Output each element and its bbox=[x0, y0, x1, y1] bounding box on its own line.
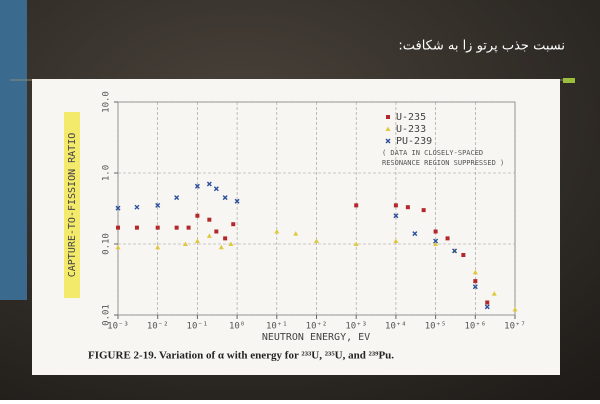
x-tick-label: 10⁺¹ bbox=[266, 322, 288, 332]
point bbox=[484, 304, 490, 310]
point bbox=[134, 225, 139, 230]
plot: 10⁻³ 10⁻² 10⁻¹ 10⁰ 10⁺¹ 10⁺² 10⁺³ 10⁺⁴ 10⁺⁵ 10⁺⁶ 1… bbox=[102, 91, 526, 331]
point bbox=[207, 217, 212, 222]
x-tick-label: 10⁰ bbox=[229, 322, 245, 332]
point bbox=[461, 252, 466, 257]
point bbox=[182, 241, 188, 246]
point bbox=[452, 248, 458, 254]
highlight bbox=[64, 112, 80, 298]
legend-marker bbox=[385, 126, 391, 131]
point bbox=[228, 241, 234, 246]
y-tick-label: 0.01 bbox=[102, 304, 112, 326]
point bbox=[405, 205, 410, 210]
point bbox=[223, 236, 228, 241]
point bbox=[174, 225, 179, 230]
point bbox=[195, 213, 200, 218]
point bbox=[393, 203, 398, 208]
point bbox=[115, 205, 121, 211]
legend-label: U-233 bbox=[396, 124, 426, 135]
point bbox=[354, 203, 359, 208]
point bbox=[433, 241, 439, 246]
point bbox=[194, 238, 200, 244]
point bbox=[206, 233, 212, 238]
point bbox=[213, 186, 219, 192]
point bbox=[433, 229, 438, 234]
x-tick-label: 10⁻² bbox=[147, 322, 169, 332]
y-tick-label: 0.10 bbox=[102, 233, 112, 255]
point bbox=[186, 225, 191, 230]
point bbox=[231, 222, 236, 227]
accent bbox=[563, 78, 575, 83]
side-bar bbox=[0, 0, 27, 300]
x-tick-label: 10⁺² bbox=[306, 322, 328, 332]
point bbox=[314, 238, 319, 244]
x-tick-label: 10⁺⁶ bbox=[464, 322, 486, 332]
point bbox=[214, 229, 219, 234]
point bbox=[472, 269, 478, 275]
caption: FIGURE 2-19. Variation of α with energy … bbox=[88, 350, 394, 362]
x-tick-label: 10⁺⁷ bbox=[504, 322, 526, 332]
point bbox=[222, 195, 228, 201]
point bbox=[485, 300, 490, 305]
point bbox=[234, 198, 240, 204]
x-tick-label: 10⁺⁵ bbox=[425, 322, 447, 332]
point bbox=[393, 213, 399, 219]
point bbox=[218, 244, 224, 250]
y-axis-label: CAPTURE-TO-FISSION RATIO bbox=[67, 133, 78, 278]
point bbox=[491, 291, 497, 296]
point bbox=[155, 244, 161, 250]
point bbox=[293, 231, 299, 236]
x-tick-label: 10⁺⁴ bbox=[385, 322, 407, 332]
point bbox=[116, 225, 120, 230]
x-tick-label: 10⁺³ bbox=[345, 322, 367, 332]
point bbox=[134, 204, 140, 210]
point bbox=[473, 279, 478, 284]
point bbox=[206, 181, 212, 187]
point bbox=[412, 231, 418, 237]
point bbox=[433, 238, 439, 244]
point bbox=[155, 225, 160, 230]
point bbox=[421, 208, 426, 213]
x-tick-label: 10⁻¹ bbox=[187, 322, 209, 332]
point bbox=[274, 228, 280, 234]
slide-title: نسبت جذب پرتو زا به شکافت: bbox=[398, 39, 565, 54]
y-tick-label: 1.0 bbox=[102, 165, 112, 181]
point bbox=[445, 236, 450, 241]
point bbox=[194, 183, 200, 189]
point bbox=[472, 284, 478, 290]
annotation: RESONANCE REGION SUPPRESSED ) bbox=[382, 159, 504, 167]
x-axis-label: NEUTRON ENERGY, EV bbox=[262, 332, 370, 343]
legend-marker bbox=[385, 138, 391, 144]
point bbox=[155, 202, 161, 208]
point bbox=[393, 238, 399, 244]
point bbox=[115, 244, 121, 250]
legend-marker bbox=[386, 115, 390, 119]
point bbox=[353, 241, 359, 246]
point bbox=[174, 195, 180, 201]
annotation: ( DATA IN CLOSELY-SPACED bbox=[382, 149, 483, 157]
x-tick-label: 10⁻³ bbox=[107, 322, 129, 332]
y-tick-label: 10.0 bbox=[102, 91, 112, 113]
point bbox=[512, 306, 518, 312]
legend-label: U-235 bbox=[396, 112, 426, 123]
legend-label: PU-239 bbox=[396, 136, 432, 147]
